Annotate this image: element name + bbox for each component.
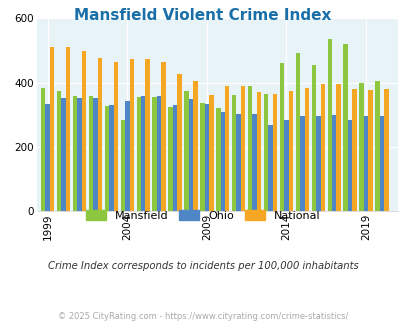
Bar	[247, 86, 252, 211]
Bar	[204, 104, 209, 211]
Bar	[45, 104, 50, 211]
Bar	[279, 63, 283, 211]
Bar	[77, 98, 81, 211]
Bar	[125, 101, 129, 211]
Bar	[256, 92, 261, 211]
Bar	[156, 96, 161, 211]
Bar	[145, 59, 149, 211]
Bar	[315, 115, 320, 211]
Bar	[231, 95, 236, 211]
Bar	[120, 120, 125, 211]
Bar	[184, 91, 188, 211]
Bar	[98, 58, 102, 211]
Bar	[200, 103, 204, 211]
Bar	[363, 115, 367, 211]
Bar	[188, 99, 193, 211]
Bar	[304, 88, 308, 211]
Bar	[168, 107, 173, 211]
Bar	[66, 48, 70, 211]
Bar	[193, 81, 197, 211]
Bar	[209, 95, 213, 211]
Bar	[57, 90, 61, 211]
Bar	[109, 105, 113, 211]
Bar	[268, 125, 272, 211]
Bar	[320, 84, 324, 211]
Bar	[284, 119, 288, 211]
Bar	[113, 62, 118, 211]
Bar	[61, 98, 66, 211]
Bar	[379, 116, 383, 211]
Bar	[358, 82, 363, 211]
Bar	[295, 52, 299, 211]
Bar	[220, 112, 224, 211]
Bar	[72, 96, 77, 211]
Bar	[215, 108, 220, 211]
Bar	[81, 50, 86, 211]
Bar	[343, 44, 347, 211]
Bar	[173, 105, 177, 211]
Bar	[331, 115, 336, 211]
Bar	[352, 89, 356, 211]
Bar	[252, 114, 256, 211]
Bar	[240, 86, 245, 211]
Bar	[263, 94, 268, 211]
Bar	[93, 98, 98, 211]
Text: Crime Index corresponds to incidents per 100,000 inhabitants: Crime Index corresponds to incidents per…	[47, 261, 358, 271]
Bar	[41, 88, 45, 211]
Bar	[367, 89, 372, 211]
Bar	[288, 91, 292, 211]
Bar	[104, 106, 109, 211]
Bar	[336, 84, 340, 211]
Bar	[327, 39, 331, 211]
Bar	[161, 62, 165, 211]
Bar	[136, 97, 141, 211]
Bar	[89, 96, 93, 211]
Bar	[141, 96, 145, 211]
Legend: Mansfield, Ohio, National: Mansfield, Ohio, National	[81, 206, 324, 225]
Text: Mansfield Violent Crime Index: Mansfield Violent Crime Index	[74, 8, 331, 23]
Bar	[299, 116, 304, 211]
Bar	[152, 97, 156, 211]
Bar	[311, 65, 315, 211]
Bar	[347, 120, 352, 211]
Text: © 2025 CityRating.com - https://www.cityrating.com/crime-statistics/: © 2025 CityRating.com - https://www.city…	[58, 312, 347, 321]
Bar	[272, 94, 277, 211]
Bar	[50, 47, 54, 211]
Bar	[177, 75, 181, 211]
Bar	[224, 86, 229, 211]
Bar	[374, 81, 379, 211]
Bar	[236, 114, 240, 211]
Bar	[383, 89, 388, 211]
Bar	[129, 59, 134, 211]
